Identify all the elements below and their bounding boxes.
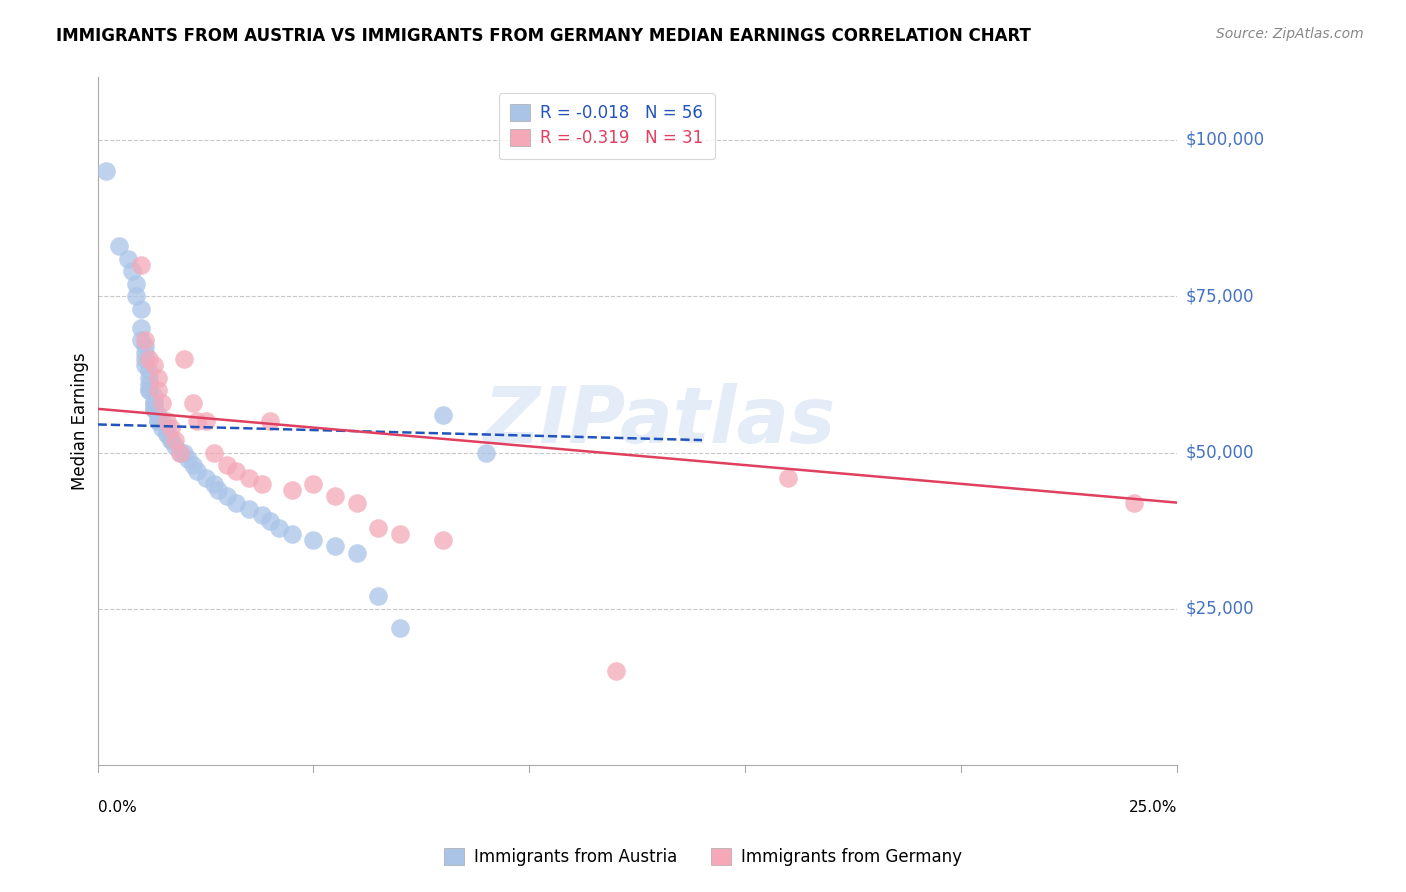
Point xyxy=(160,433,183,447)
Point xyxy=(121,264,143,278)
Point xyxy=(146,408,169,422)
Point xyxy=(129,320,152,334)
Point xyxy=(165,433,187,447)
Point xyxy=(160,433,183,447)
Point xyxy=(134,333,156,347)
Point xyxy=(186,464,208,478)
Point xyxy=(177,451,200,466)
Y-axis label: Median Earnings: Median Earnings xyxy=(72,352,89,490)
Text: IMMIGRANTS FROM AUSTRIA VS IMMIGRANTS FROM GERMANY MEDIAN EARNINGS CORRELATION C: IMMIGRANTS FROM AUSTRIA VS IMMIGRANTS FR… xyxy=(56,27,1031,45)
Point xyxy=(346,546,368,560)
Point xyxy=(238,470,260,484)
Point xyxy=(146,414,169,428)
Point xyxy=(156,414,179,428)
Point xyxy=(142,395,165,409)
Point xyxy=(142,395,165,409)
Point xyxy=(146,414,169,428)
Point xyxy=(156,426,179,441)
Point xyxy=(134,358,156,372)
Point xyxy=(129,301,152,316)
Point xyxy=(250,508,273,522)
Point xyxy=(181,395,204,409)
Point xyxy=(194,470,217,484)
Point xyxy=(217,489,239,503)
Point xyxy=(225,464,247,478)
Point xyxy=(173,351,195,366)
Point xyxy=(605,665,627,679)
Point xyxy=(156,420,179,434)
Point xyxy=(160,420,183,434)
Point xyxy=(142,401,165,416)
Point xyxy=(281,483,304,497)
Point xyxy=(142,358,165,372)
Text: $100,000: $100,000 xyxy=(1185,131,1264,149)
Point xyxy=(150,420,173,434)
Point xyxy=(96,164,118,178)
Point xyxy=(202,445,225,459)
Point xyxy=(142,389,165,403)
Point xyxy=(181,458,204,472)
Point xyxy=(207,483,229,497)
Point xyxy=(778,470,800,484)
Point xyxy=(117,252,139,266)
Point xyxy=(432,533,454,548)
Point xyxy=(169,445,191,459)
Point xyxy=(108,239,131,253)
Point xyxy=(281,527,304,541)
Point xyxy=(129,258,152,272)
Text: 25.0%: 25.0% xyxy=(1129,799,1177,814)
Point xyxy=(156,426,179,441)
Point xyxy=(186,414,208,428)
Point xyxy=(217,458,239,472)
Point xyxy=(259,414,281,428)
Point xyxy=(165,439,187,453)
Point xyxy=(202,476,225,491)
Point xyxy=(134,345,156,359)
Point xyxy=(367,521,389,535)
Point xyxy=(475,445,498,459)
Point xyxy=(146,370,169,384)
Point xyxy=(138,376,160,391)
Point xyxy=(146,383,169,397)
Point xyxy=(323,489,346,503)
Point xyxy=(388,527,411,541)
Point xyxy=(150,395,173,409)
Point xyxy=(138,383,160,397)
Point xyxy=(173,445,195,459)
Point xyxy=(138,351,160,366)
Legend: R = -0.018   N = 56, R = -0.319   N = 31: R = -0.018 N = 56, R = -0.319 N = 31 xyxy=(499,93,716,159)
Point xyxy=(267,521,290,535)
Point xyxy=(142,401,165,416)
Point xyxy=(134,339,156,353)
Point xyxy=(323,540,346,554)
Point xyxy=(125,289,148,303)
Point xyxy=(302,533,325,548)
Point xyxy=(250,476,273,491)
Text: $75,000: $75,000 xyxy=(1185,287,1254,305)
Point xyxy=(134,351,156,366)
Point xyxy=(138,370,160,384)
Point xyxy=(150,414,173,428)
Point xyxy=(225,495,247,509)
Text: $25,000: $25,000 xyxy=(1185,600,1254,618)
Text: $50,000: $50,000 xyxy=(1185,443,1254,461)
Text: Source: ZipAtlas.com: Source: ZipAtlas.com xyxy=(1216,27,1364,41)
Point xyxy=(432,408,454,422)
Point xyxy=(125,277,148,291)
Point xyxy=(259,514,281,528)
Text: ZIPatlas: ZIPatlas xyxy=(482,384,835,459)
Point xyxy=(302,476,325,491)
Point xyxy=(138,364,160,378)
Point xyxy=(238,501,260,516)
Point xyxy=(1122,495,1144,509)
Point xyxy=(138,383,160,397)
Point xyxy=(129,333,152,347)
Text: 0.0%: 0.0% xyxy=(97,799,136,814)
Point xyxy=(169,445,191,459)
Point xyxy=(346,495,368,509)
Legend: Immigrants from Austria, Immigrants from Germany: Immigrants from Austria, Immigrants from… xyxy=(436,840,970,875)
Point xyxy=(388,621,411,635)
Point xyxy=(367,590,389,604)
Point xyxy=(194,414,217,428)
